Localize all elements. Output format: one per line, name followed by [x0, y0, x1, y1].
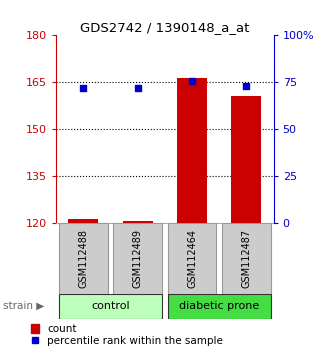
Bar [177, 78, 207, 223]
Text: control: control [91, 301, 130, 311]
Text: GSM112464: GSM112464 [187, 229, 197, 288]
Bar [68, 219, 98, 223]
Legend: count, percentile rank within the sample: count, percentile rank within the sample [31, 324, 223, 347]
Bar [59, 294, 162, 319]
Text: GSM112487: GSM112487 [241, 229, 252, 288]
Point [135, 85, 140, 91]
Bar [59, 223, 108, 294]
Text: diabetic prone: diabetic prone [179, 301, 259, 311]
Bar [168, 223, 217, 294]
Title: GDS2742 / 1390148_a_at: GDS2742 / 1390148_a_at [80, 21, 250, 34]
Point [189, 79, 195, 84]
Bar [222, 223, 271, 294]
Text: GSM112489: GSM112489 [132, 229, 143, 288]
Point [81, 85, 86, 91]
Point [244, 83, 249, 89]
Text: GSM112488: GSM112488 [78, 229, 88, 288]
Bar [113, 223, 162, 294]
Bar [231, 96, 261, 223]
Bar [168, 294, 271, 319]
Bar [123, 221, 153, 223]
Text: strain ▶: strain ▶ [3, 301, 44, 311]
